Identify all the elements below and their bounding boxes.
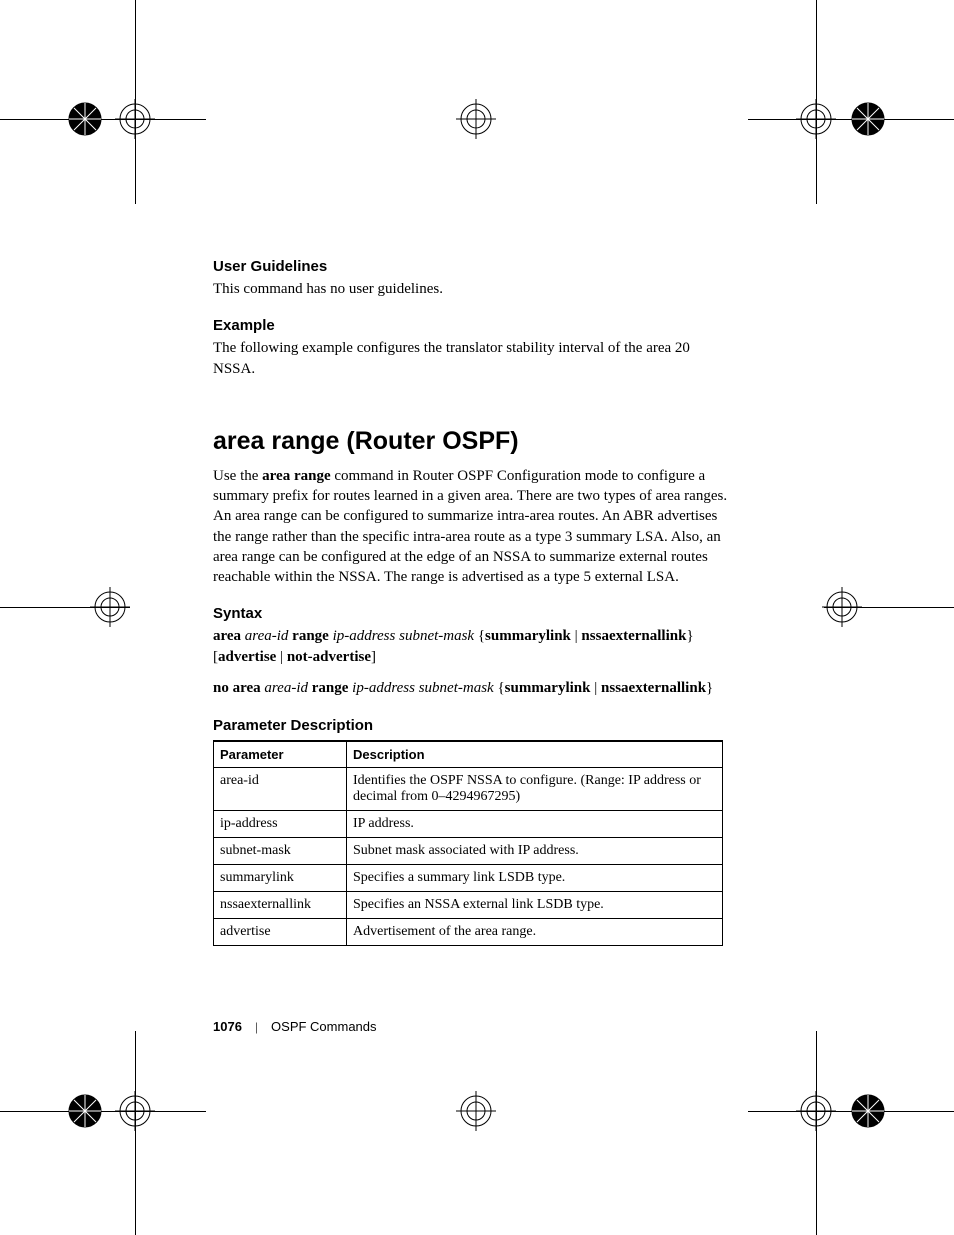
example-heading: Example xyxy=(213,317,735,334)
page-number: 1076 xyxy=(213,1019,242,1034)
table-header-description: Description xyxy=(347,741,723,768)
table-row: subnet-mask Subnet mask associated with … xyxy=(214,838,723,865)
page-content: User Guidelines This command has no user… xyxy=(213,258,735,946)
command-title: area range (Router OSPF) xyxy=(213,427,735,456)
command-intro: Use the area range command in Router OSP… xyxy=(213,466,735,588)
footer-separator: | xyxy=(255,1019,258,1034)
syntax-line-1: area area-id range ip-address subnet-mas… xyxy=(213,626,735,668)
user-guidelines-body: This command has no user guidelines. xyxy=(213,279,735,299)
footer-section: OSPF Commands xyxy=(271,1019,376,1034)
example-body: The following example configures the tra… xyxy=(213,338,735,379)
user-guidelines-heading: User Guidelines xyxy=(213,258,735,275)
table-row: area-id Identifies the OSPF NSSA to conf… xyxy=(214,768,723,811)
page-footer: 1076 | OSPF Commands xyxy=(213,1019,377,1035)
table-row: summarylink Specifies a summary link LSD… xyxy=(214,865,723,892)
param-desc-heading: Parameter Description xyxy=(213,717,735,734)
table-row: nssaexternallink Specifies an NSSA exter… xyxy=(214,892,723,919)
syntax-heading: Syntax xyxy=(213,605,735,622)
table-row: advertise Advertisement of the area rang… xyxy=(214,919,723,946)
syntax-line-2: no area area-id range ip-address subnet-… xyxy=(213,678,735,699)
table-header-parameter: Parameter xyxy=(214,741,347,768)
table-row: ip-address IP address. xyxy=(214,811,723,838)
parameter-table: Parameter Description area-id Identifies… xyxy=(213,740,723,946)
